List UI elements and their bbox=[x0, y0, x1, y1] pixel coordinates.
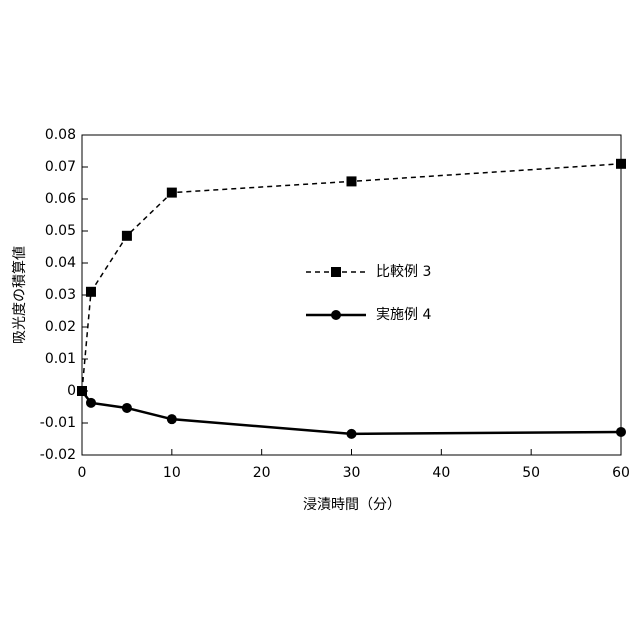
x-tick-label: 40 bbox=[432, 465, 450, 481]
marker bbox=[86, 398, 96, 408]
y-tick-label: 0.06 bbox=[45, 191, 76, 207]
marker bbox=[347, 429, 357, 439]
y-tick-label: 0.08 bbox=[45, 127, 76, 143]
y-tick-label: 0.05 bbox=[45, 223, 76, 239]
marker bbox=[167, 414, 177, 424]
x-tick-label: 20 bbox=[253, 465, 271, 481]
y-tick-label: 0.07 bbox=[45, 159, 76, 175]
y-axis-label: 吸光度の積算値 bbox=[12, 246, 28, 344]
x-tick-label: 60 bbox=[612, 465, 630, 481]
x-tick-label: 30 bbox=[343, 465, 361, 481]
marker bbox=[347, 176, 357, 186]
marker bbox=[77, 386, 87, 396]
x-tick-label: 0 bbox=[78, 465, 87, 481]
legend-marker bbox=[331, 310, 341, 320]
series-line bbox=[82, 391, 621, 434]
y-tick-label: 0.03 bbox=[45, 287, 76, 303]
marker bbox=[616, 159, 626, 169]
x-tick-label: 50 bbox=[522, 465, 540, 481]
marker bbox=[616, 427, 626, 437]
x-axis-label: 浸漬時間（分） bbox=[303, 497, 401, 513]
marker bbox=[167, 188, 177, 198]
chart: 浸漬時間（分） 吸光度の積算値 0.08 0.07 0.06 0.05 0.04 0.03… bbox=[0, 0, 640, 640]
y-tick-label: 0 bbox=[67, 383, 76, 399]
y-tick-label: 0.02 bbox=[45, 319, 76, 335]
legend-label: 実施例 4 bbox=[376, 307, 431, 323]
x-tick-label: 10 bbox=[163, 465, 181, 481]
series-line bbox=[82, 164, 621, 391]
y-tick-label: -0.02 bbox=[40, 447, 76, 463]
y-tick-label: -0.01 bbox=[40, 415, 76, 431]
marker bbox=[86, 287, 96, 297]
marker bbox=[122, 231, 132, 241]
legend-marker bbox=[331, 267, 341, 277]
legend-label: 比較例 3 bbox=[376, 264, 431, 280]
y-tick-label: 0.01 bbox=[45, 351, 76, 367]
marker bbox=[122, 403, 132, 413]
y-tick-label: 0.04 bbox=[45, 255, 76, 271]
